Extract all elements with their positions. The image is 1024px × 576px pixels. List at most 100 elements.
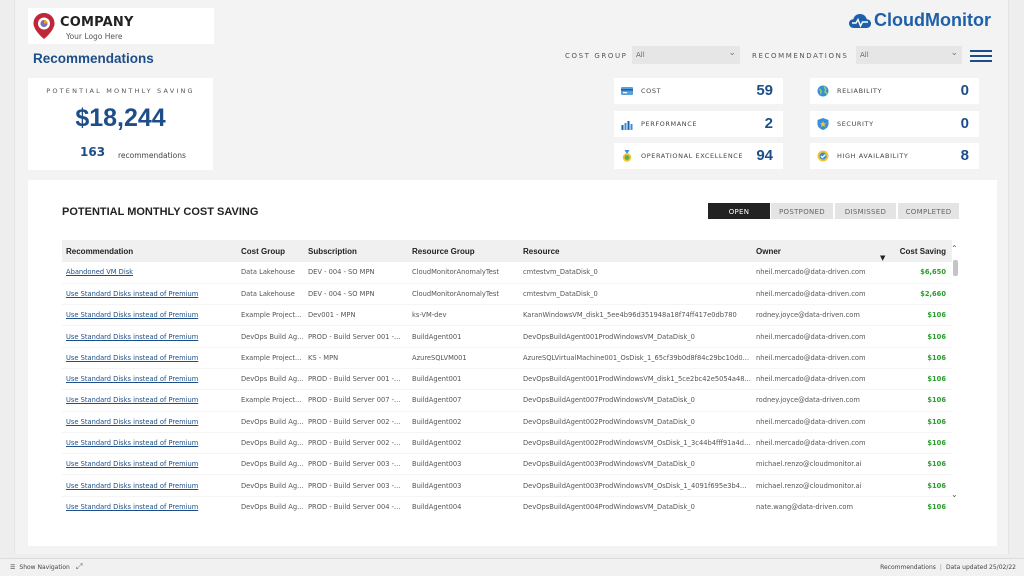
cell-recommendation: Use Standard Disks instead of Premium bbox=[62, 496, 237, 516]
recommendation-link[interactable]: Use Standard Disks instead of Premium bbox=[66, 332, 199, 341]
cell-resource-group: BuildAgent002 bbox=[408, 411, 519, 433]
tab-completed[interactable]: COMPLETED bbox=[898, 203, 959, 219]
menu-icon-bar bbox=[970, 55, 992, 57]
cell-owner: nheil.mercado@data-driven.com bbox=[752, 432, 872, 455]
table-row[interactable]: Use Standard Disks instead of Premium Exa… bbox=[62, 389, 952, 412]
scroll-up-icon[interactable]: ⌃ bbox=[951, 244, 958, 253]
cell-subscription: PROD - Build Server 002 -... bbox=[304, 411, 408, 433]
metric-cost[interactable]: COST 59 bbox=[614, 78, 783, 104]
cell-recommendation: Use Standard Disks instead of Premium bbox=[62, 474, 237, 497]
metric-performance[interactable]: PERFORMANCE 2 bbox=[614, 111, 783, 137]
column-header-recommendation[interactable]: Recommendation bbox=[66, 246, 134, 256]
status-bar: ☰ Show Navigation ⤢ Recommendations | Data… bbox=[0, 558, 1024, 576]
metric-value: 8 bbox=[960, 147, 969, 164]
column-header-resource[interactable]: Resource bbox=[523, 246, 560, 256]
tab-dismissed[interactable]: DISMISSED bbox=[835, 203, 896, 219]
tab-open[interactable]: OPEN bbox=[708, 203, 770, 219]
cell-cost-group: DevOps Build Ag... bbox=[237, 432, 304, 455]
cell-resource: DevOpsBuildAgent003ProdWindowsVM_OsDisk_… bbox=[519, 474, 752, 497]
show-navigation-button[interactable]: ☰ Show Navigation bbox=[10, 564, 70, 571]
recommendation-link[interactable]: Use Standard Disks instead of Premium bbox=[66, 460, 199, 469]
metric-security[interactable]: SECURITY 0 bbox=[810, 111, 979, 137]
cell-cost-saving: $6,650 bbox=[872, 262, 952, 284]
recommendation-link[interactable]: Use Standard Disks instead of Premium bbox=[66, 439, 199, 448]
cell-resource: DevOpsBuildAgent007ProdWindowsVM_DataDis… bbox=[519, 389, 752, 412]
shield-icon bbox=[817, 118, 829, 130]
table-row[interactable]: Use Standard Disks instead of Premium Dev… bbox=[62, 453, 952, 476]
expand-icon[interactable]: ⤢ bbox=[76, 562, 83, 571]
cell-cost-saving: $106 bbox=[872, 325, 952, 348]
table-row[interactable]: Use Standard Disks instead of Premium Dev… bbox=[62, 411, 952, 433]
company-name: COMPANY bbox=[60, 15, 134, 30]
cell-owner: nheil.mercado@data-driven.com bbox=[752, 283, 872, 306]
recommendation-link[interactable]: Abandoned VM Disk bbox=[66, 268, 134, 277]
metric-operational-excellence[interactable]: OPERATIONAL EXCELLENCE 94 bbox=[614, 143, 783, 169]
cost-group-select[interactable]: All ⌄ bbox=[632, 46, 740, 64]
cell-resource: DevOpsBuildAgent001ProdWindowsVM_disk1_5… bbox=[519, 368, 752, 391]
recommendation-link[interactable]: Use Standard Disks instead of Premium bbox=[66, 353, 199, 362]
column-header-owner[interactable]: Owner bbox=[756, 246, 781, 256]
table-row[interactable]: Use Standard Disks instead of Premium Dev… bbox=[62, 325, 952, 348]
recommendation-link[interactable]: Use Standard Disks instead of Premium bbox=[66, 375, 199, 384]
cell-resource: DevOpsBuildAgent002ProdWindowsVM_DataDis… bbox=[519, 411, 752, 433]
recommendations-select[interactable]: All ⌄ bbox=[856, 46, 962, 64]
sort-descending-icon[interactable]: ▼ bbox=[880, 254, 886, 262]
menu-button[interactable] bbox=[970, 50, 992, 64]
table-row[interactable]: Abandoned VM Disk Data Lakehouse DEV - 004… bbox=[62, 262, 952, 284]
metric-label: PERFORMANCE bbox=[641, 120, 698, 128]
column-header-subscription[interactable]: Subscription bbox=[308, 246, 357, 256]
table-row[interactable]: Use Standard Disks instead of Premium Dev… bbox=[62, 368, 952, 391]
cell-resource: AzureSQLVirtualMachine001_OsDisk_1_65cf3… bbox=[519, 347, 752, 369]
cell-cost-group: DevOps Build Ag... bbox=[237, 474, 304, 497]
cell-owner: nheil.mercado@data-driven.com bbox=[752, 368, 872, 391]
table-row[interactable]: Use Standard Disks instead of Premium Exa… bbox=[62, 304, 952, 327]
column-header-resource-group[interactable]: Resource Group bbox=[412, 246, 475, 256]
table-scrollbar[interactable]: ⌃ ⌄ bbox=[951, 244, 960, 502]
table-row[interactable]: Use Standard Disks instead of Premium Dev… bbox=[62, 474, 952, 497]
recommendations-filter-value: All bbox=[860, 51, 869, 59]
brand-name: CloudMonitor bbox=[874, 10, 991, 30]
status-info: Recommendations | Data updated 25/02/22 bbox=[880, 564, 1016, 571]
tab-postponed[interactable]: POSTPONED bbox=[771, 203, 833, 219]
scroll-down-icon[interactable]: ⌄ bbox=[951, 490, 958, 499]
cell-recommendation: Use Standard Disks instead of Premium bbox=[62, 304, 237, 327]
scroll-thumb[interactable] bbox=[953, 260, 958, 276]
section-title: POTENTIAL MONTHLY COST SAVING bbox=[62, 206, 259, 218]
table-row[interactable]: Use Standard Disks instead of Premium Dev… bbox=[62, 496, 952, 516]
bar-chart-icon bbox=[621, 121, 633, 130]
cell-cost-saving: $106 bbox=[872, 496, 952, 516]
cell-cost-group: Example Project... bbox=[237, 347, 304, 369]
cell-owner: nheil.mercado@data-driven.com bbox=[752, 347, 872, 369]
cell-resource-group: AzureSQLVM001 bbox=[408, 347, 519, 369]
saving-value: $18,244 bbox=[75, 104, 166, 132]
cell-owner: rodney.joyce@data-driven.com bbox=[752, 389, 872, 412]
metric-high-availability[interactable]: HIGH AVAILABILITY 8 bbox=[810, 143, 979, 169]
recommendation-link[interactable]: Use Standard Disks instead of Premium bbox=[66, 396, 199, 405]
cell-subscription: PROD - Build Server 003 -... bbox=[304, 453, 408, 476]
table-row[interactable]: Use Standard Disks instead of Premium Dat… bbox=[62, 283, 952, 306]
cell-resource: DevOpsBuildAgent002ProdWindowsVM_OsDisk_… bbox=[519, 432, 752, 455]
cell-owner: nheil.mercado@data-driven.com bbox=[752, 411, 872, 433]
cost-group-label: COST GROUP bbox=[565, 52, 628, 60]
column-header-cost-saving[interactable]: Cost Saving bbox=[899, 246, 946, 256]
cell-cost-saving: $106 bbox=[872, 474, 952, 497]
table-header-row: Recommendation Cost Group Subscription R… bbox=[62, 240, 952, 262]
cell-subscription: PROD - Build Server 003 -... bbox=[304, 474, 408, 497]
cell-recommendation: Use Standard Disks instead of Premium bbox=[62, 325, 237, 348]
recommendation-link[interactable]: Use Standard Disks instead of Premium bbox=[66, 417, 199, 426]
table-row[interactable]: Use Standard Disks instead of Premium Dev… bbox=[62, 432, 952, 455]
menu-icon-bar bbox=[970, 50, 992, 52]
cell-recommendation: Use Standard Disks instead of Premium bbox=[62, 347, 237, 369]
map-pin-icon bbox=[33, 13, 55, 39]
cell-cost-group: Data Lakehouse bbox=[237, 262, 304, 284]
metric-label: SECURITY bbox=[837, 120, 874, 128]
metric-reliability[interactable]: RELIABILITY 0 bbox=[810, 78, 979, 104]
recommendation-link[interactable]: Use Standard Disks instead of Premium bbox=[66, 311, 199, 320]
column-header-cost-group[interactable]: Cost Group bbox=[241, 246, 285, 256]
table-row[interactable]: Use Standard Disks instead of Premium Exa… bbox=[62, 347, 952, 369]
cell-resource-group: BuildAgent007 bbox=[408, 389, 519, 412]
recommendation-link[interactable]: Use Standard Disks instead of Premium bbox=[66, 481, 199, 490]
recommendation-link[interactable]: Use Standard Disks instead of Premium bbox=[66, 289, 199, 298]
recommendation-link[interactable]: Use Standard Disks instead of Premium bbox=[66, 502, 199, 511]
cell-subscription: DEV - 004 - SO MPN bbox=[304, 262, 408, 284]
